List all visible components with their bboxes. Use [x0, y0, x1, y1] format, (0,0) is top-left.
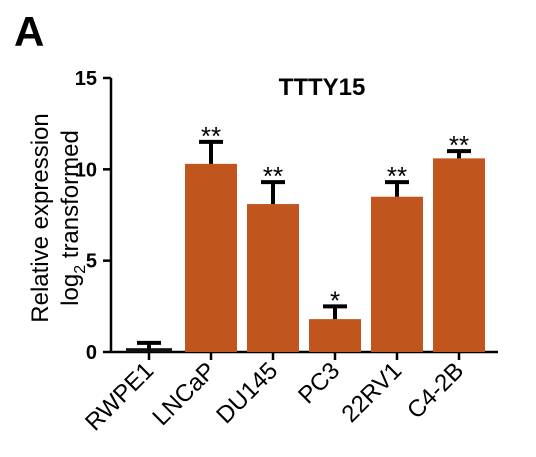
y-axis-label-line2: log2 transformed — [57, 130, 89, 306]
significance-label: * — [330, 285, 340, 315]
bar-22rv1 — [371, 196, 423, 352]
y-tick-label: 5 — [86, 251, 97, 273]
y-tick-label: 15 — [75, 68, 97, 90]
y-axis-label-line1: Relative expression — [27, 113, 54, 322]
x-tick-label: 22RV1 — [337, 357, 408, 428]
significance-label: ** — [201, 121, 221, 151]
y-axis-label: Relative expression log2 transformed — [27, 113, 89, 322]
x-tick-label: PC3 — [293, 357, 345, 409]
bar-pc3 — [309, 319, 361, 352]
significance-label: ** — [449, 130, 469, 160]
y-axis-label-rest: transformed — [57, 130, 84, 265]
y-axis-label-subscript: 2 — [72, 265, 89, 274]
panel-label: A — [14, 8, 44, 55]
y-axis-label-log: log — [57, 274, 84, 306]
x-tick-label: RWPE1 — [80, 357, 159, 436]
significance-label: ** — [263, 161, 283, 191]
x-tick-label: DU145 — [211, 357, 283, 429]
significance-label: ** — [387, 161, 407, 191]
chart-title: TTTY15 — [279, 74, 366, 101]
bar-du145 — [247, 204, 299, 352]
x-tick-label: LNCaP — [147, 357, 221, 431]
x-tick-label: C4-2B — [402, 357, 469, 424]
bars: ********* — [126, 121, 485, 352]
bar-lncap — [185, 163, 237, 352]
y-tick-label: 10 — [75, 159, 97, 181]
y-tick-label: 0 — [86, 342, 97, 364]
y-ticks: 0 5 10 15 — [75, 68, 111, 364]
bar-c4-2b — [433, 158, 485, 352]
